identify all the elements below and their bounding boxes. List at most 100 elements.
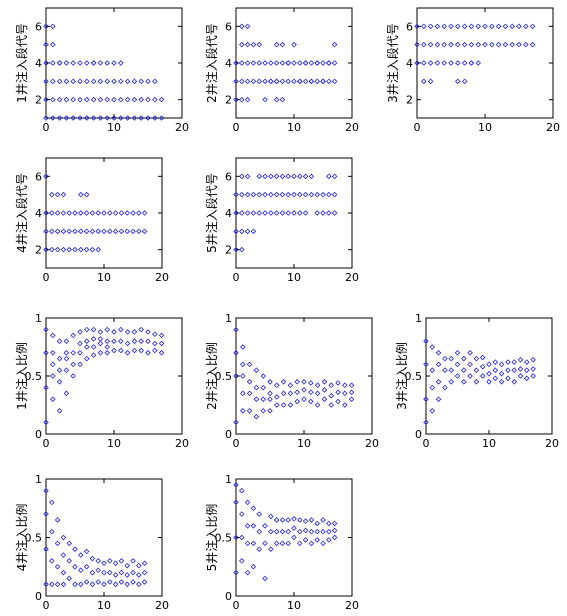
data-point: [342, 390, 348, 397]
data-point: [83, 228, 90, 235]
data-point: [104, 338, 110, 344]
data-point: [335, 398, 341, 405]
data-point: [331, 41, 338, 48]
data-point: [421, 60, 427, 66]
data-point: [239, 78, 245, 85]
data-point: [423, 338, 429, 344]
data-point: [321, 387, 328, 393]
data-point: [291, 516, 297, 522]
data-point: [111, 96, 117, 103]
data-point: [279, 191, 286, 198]
data-point: [95, 210, 101, 216]
data-point: [118, 338, 124, 344]
data-point: [260, 408, 266, 414]
data-point: [63, 78, 70, 85]
data-point: [43, 173, 49, 180]
data-point: [60, 534, 67, 541]
data-point: [523, 41, 529, 48]
data-point: [158, 340, 165, 347]
data-point: [107, 579, 113, 585]
data-point: [280, 390, 287, 397]
data-point: [308, 173, 315, 180]
data-point: [435, 350, 442, 356]
data-point: [434, 60, 441, 66]
data-point: [455, 23, 461, 30]
data-point: [246, 408, 253, 414]
data-point: [77, 361, 83, 368]
data-point: [308, 191, 315, 198]
data-point: [320, 210, 326, 216]
y-tick-label: 1: [35, 473, 42, 486]
data-point: [54, 210, 61, 216]
data-point: [233, 534, 239, 541]
data-point: [434, 23, 441, 30]
data-point: [131, 329, 138, 335]
data-point: [138, 338, 144, 344]
data-point: [130, 569, 136, 576]
data-point: [131, 347, 138, 354]
data-point: [442, 355, 448, 362]
data-point: [77, 350, 83, 356]
data-point: [331, 534, 338, 541]
x-tick-label: 0: [233, 121, 240, 134]
data-point: [70, 361, 76, 368]
data-point: [273, 540, 280, 547]
data-point: [291, 525, 297, 531]
data-point: [130, 579, 136, 585]
data-point: [489, 23, 495, 30]
y-axis-label: 5井注入比例: [204, 504, 219, 572]
data-point: [244, 540, 251, 547]
data-point: [492, 375, 499, 382]
y-tick-label: 4: [225, 57, 232, 70]
data-point: [72, 210, 78, 216]
data-point: [239, 23, 245, 30]
data-point: [486, 379, 492, 385]
data-point: [328, 402, 334, 408]
data-point: [50, 350, 56, 356]
data-point: [448, 23, 454, 30]
data-point: [50, 41, 56, 48]
data-point: [43, 228, 49, 235]
data-point: [427, 41, 434, 48]
x-tick-label: 0: [43, 437, 50, 450]
data-point: [95, 579, 101, 585]
y-axis-label: 1井注入比例: [14, 342, 29, 410]
data-point: [414, 60, 420, 66]
y-tick-label: 6: [35, 170, 42, 183]
data-point: [54, 540, 61, 547]
data-point: [328, 382, 334, 389]
data-point: [308, 517, 315, 523]
y-tick-label: 6: [225, 20, 232, 33]
data-point: [256, 173, 262, 180]
data-point: [461, 355, 467, 362]
data-point: [326, 173, 332, 180]
data-point: [423, 419, 429, 426]
data-point: [285, 191, 291, 198]
data-point: [461, 23, 468, 30]
data-point: [302, 210, 309, 216]
data-point: [429, 344, 436, 350]
data-point: [256, 210, 262, 216]
data-point: [274, 402, 280, 408]
data-point: [84, 355, 90, 362]
data-point: [131, 338, 138, 344]
y-tick-label: 0: [225, 590, 232, 603]
data-point: [297, 173, 303, 180]
plot-frame: [45, 478, 163, 597]
x-tick-label: 20: [175, 121, 189, 134]
data-point: [152, 78, 158, 85]
data-point: [111, 115, 117, 121]
data-point: [239, 558, 245, 564]
data-point: [70, 332, 76, 339]
data-point: [302, 78, 309, 85]
data-point: [118, 60, 124, 66]
data-point: [118, 115, 124, 121]
data-point: [475, 41, 481, 48]
data-point: [63, 355, 70, 362]
x-tick-label: 10: [287, 599, 301, 612]
data-point: [348, 389, 355, 396]
data-point: [104, 344, 110, 350]
data-point: [56, 96, 63, 103]
data-point: [89, 210, 96, 216]
data-point: [104, 326, 110, 333]
